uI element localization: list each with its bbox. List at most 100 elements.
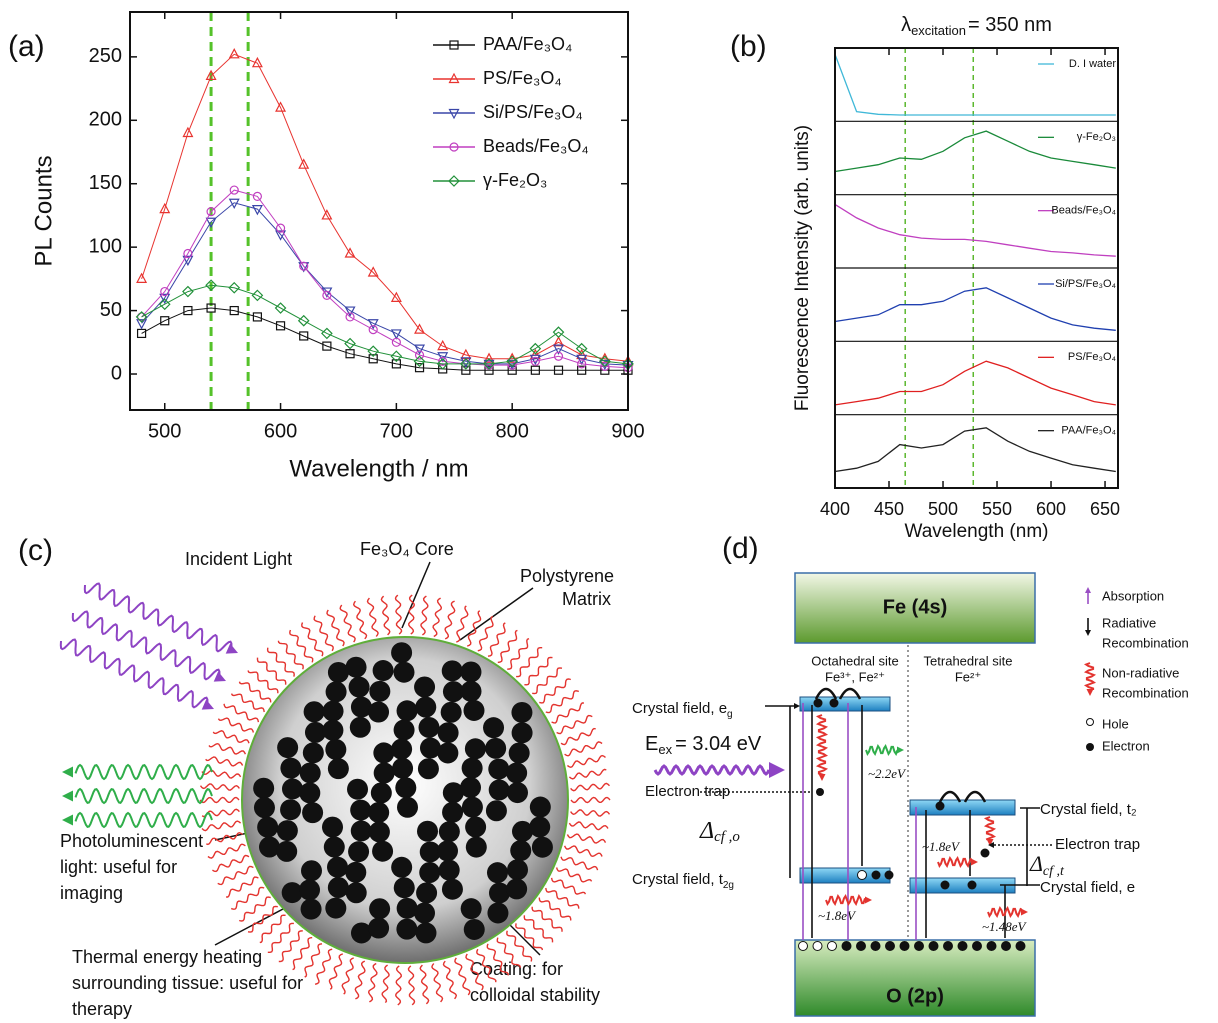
core-particle bbox=[416, 882, 438, 904]
coating-chain bbox=[231, 886, 265, 910]
y-tick-label: 50 bbox=[100, 299, 122, 321]
marker bbox=[577, 359, 587, 369]
marker bbox=[460, 358, 472, 370]
label: Octahedral site bbox=[811, 653, 898, 668]
coating-chain bbox=[466, 610, 482, 647]
core-particle bbox=[508, 742, 530, 764]
coating-chain bbox=[477, 615, 494, 652]
core-particle bbox=[369, 898, 391, 920]
legend-label: Hole bbox=[1102, 716, 1129, 731]
electron bbox=[986, 941, 997, 951]
marker bbox=[228, 198, 240, 210]
coating-chain bbox=[366, 597, 379, 637]
label: Fe₃O₄ Core bbox=[360, 539, 454, 559]
arrow-head bbox=[62, 814, 73, 826]
coating-chain bbox=[487, 622, 506, 657]
arrow-head bbox=[1085, 630, 1091, 636]
marker bbox=[251, 289, 264, 302]
core-particle bbox=[253, 777, 275, 799]
marker bbox=[414, 323, 426, 334]
electron bbox=[943, 941, 953, 951]
core-particle bbox=[441, 878, 463, 900]
legend-label: Recombination bbox=[1102, 635, 1189, 650]
coating-chain bbox=[201, 769, 242, 779]
label-part: Δ bbox=[699, 818, 714, 844]
marker bbox=[390, 291, 402, 302]
core-particle bbox=[396, 897, 418, 919]
label: Crystal field, t₂ bbox=[1040, 801, 1137, 818]
series-line bbox=[141, 189, 629, 369]
electron bbox=[1015, 941, 1026, 951]
coating-chain bbox=[444, 600, 456, 640]
marker bbox=[529, 342, 542, 355]
coating-chain bbox=[313, 615, 334, 652]
label-part: 2g bbox=[723, 880, 734, 891]
marker bbox=[275, 321, 286, 331]
marker bbox=[182, 126, 194, 138]
marker bbox=[529, 354, 541, 366]
shape bbox=[401, 561, 431, 629]
transitions bbox=[700, 590, 1089, 940]
marker bbox=[158, 298, 171, 311]
series-line bbox=[834, 130, 1116, 173]
non-radiative bbox=[1083, 662, 1097, 690]
marker bbox=[322, 341, 332, 351]
coating-chain bbox=[256, 657, 287, 685]
electrons bbox=[813, 698, 1094, 890]
y-tick-label: 0 bbox=[111, 362, 122, 384]
coating-chain bbox=[354, 960, 366, 1000]
core-particle bbox=[437, 722, 459, 744]
panel-label: (b) bbox=[730, 30, 767, 63]
coating-chain bbox=[442, 960, 458, 1000]
marker bbox=[298, 158, 310, 169]
coating-chain bbox=[380, 595, 391, 636]
coating-chain bbox=[531, 906, 563, 932]
marker bbox=[414, 350, 425, 360]
incident-wave bbox=[59, 638, 209, 709]
core-particle bbox=[485, 737, 507, 759]
legend-label: Beads/Fe₃O₄ bbox=[483, 136, 589, 156]
coating-chain bbox=[456, 605, 469, 643]
label-part: E bbox=[645, 733, 658, 755]
marker bbox=[252, 191, 262, 202]
core-particle bbox=[506, 762, 528, 784]
core-particle bbox=[325, 738, 347, 760]
core-particle bbox=[304, 721, 326, 743]
coating-chain bbox=[267, 922, 294, 953]
marker bbox=[228, 281, 241, 294]
core-particle bbox=[302, 802, 324, 824]
label-part: Crystal field, e bbox=[632, 700, 727, 717]
marker bbox=[251, 204, 263, 216]
shape bbox=[829, 698, 839, 708]
excitation-wave bbox=[653, 764, 771, 776]
core-particle bbox=[392, 757, 414, 779]
non-radiative bbox=[865, 743, 899, 757]
marker bbox=[344, 306, 356, 317]
core-particle bbox=[368, 701, 390, 723]
core-particle bbox=[258, 836, 280, 858]
coating-chain bbox=[454, 957, 471, 996]
label: ~1.8eV bbox=[818, 908, 857, 923]
label: Polystyrene bbox=[520, 566, 614, 586]
label: Δcf ,t bbox=[1029, 851, 1065, 879]
marker bbox=[449, 40, 459, 50]
legend-label: Recombination bbox=[1102, 685, 1189, 700]
legend-label: PS/Fe₃O₄ bbox=[1068, 351, 1117, 363]
marker bbox=[136, 272, 148, 283]
coating-chain bbox=[563, 845, 603, 858]
title-part: excitation bbox=[911, 23, 966, 38]
coating-chain bbox=[266, 647, 295, 677]
legend-label: D. I water bbox=[1069, 58, 1116, 70]
core-particle bbox=[368, 802, 390, 824]
arrow-head bbox=[201, 699, 214, 710]
core-particle bbox=[322, 719, 344, 741]
core-particle bbox=[277, 737, 299, 759]
coating-chain bbox=[289, 629, 314, 663]
label: Electron trap bbox=[1055, 836, 1140, 853]
shape bbox=[1086, 743, 1094, 751]
shape bbox=[967, 880, 977, 890]
core-particle bbox=[370, 782, 392, 804]
core-particle bbox=[437, 840, 459, 862]
coating-chain bbox=[394, 594, 403, 635]
non-radiative bbox=[983, 816, 997, 841]
